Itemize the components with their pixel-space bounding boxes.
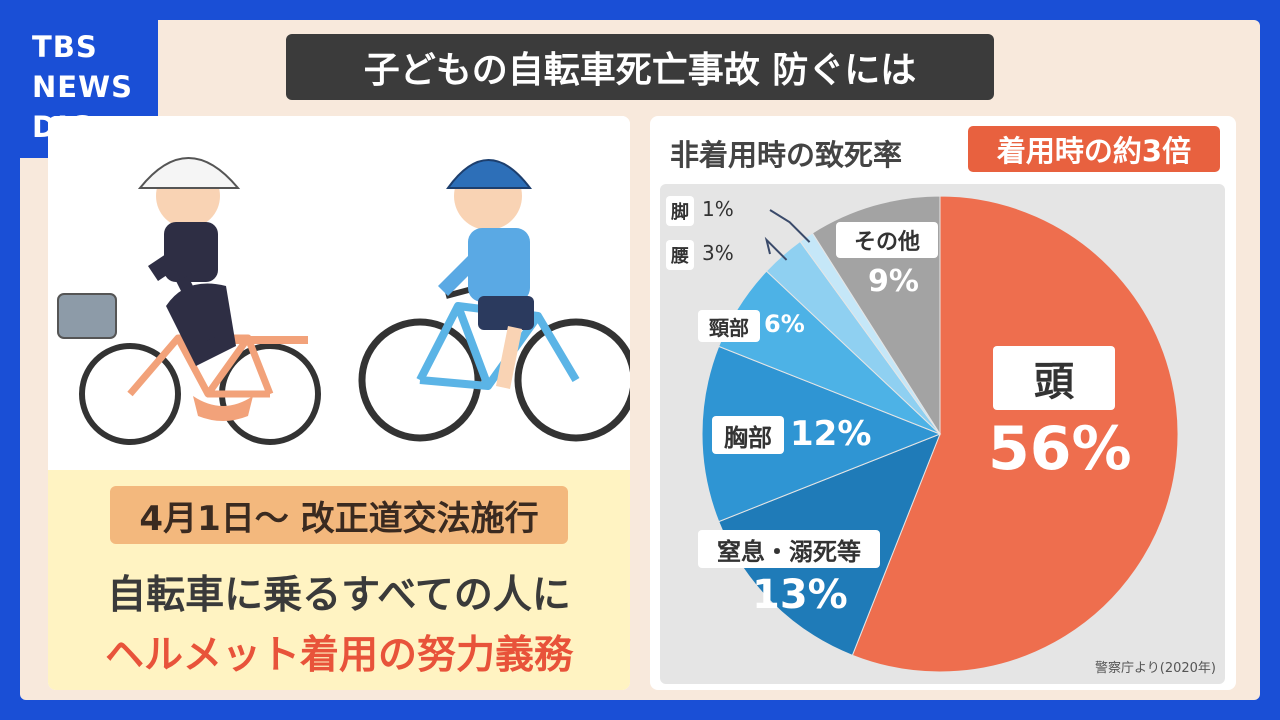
- law-message-line-1: 自転車に乗るすべての人に: [107, 573, 571, 618]
- chart-title: 非着用時の致死率: [670, 138, 903, 172]
- leader-line-4: [764, 236, 788, 261]
- boy-rider-illustration: [438, 159, 534, 389]
- pie-chart: [701, 195, 1179, 673]
- girl-rider-illustration: [137, 157, 241, 366]
- slice-value-leg: 1%: [702, 197, 734, 221]
- logo-line-1: TBS: [32, 30, 98, 64]
- slice-label-chest: 胸部: [712, 416, 784, 454]
- slice-label-head: 頭: [993, 346, 1115, 410]
- orange-bicycle-illustration: [57, 293, 321, 445]
- slice-value-suffocation: 13%: [752, 572, 848, 618]
- slice-label-leg: 脚: [666, 196, 694, 226]
- slice-value-head: 56%: [988, 414, 1132, 484]
- slice-label-waist: 腰: [666, 240, 694, 270]
- pie-slice-0: [851, 195, 1179, 673]
- slice-label-other: その他: [836, 222, 938, 258]
- page-title: 子どもの自転車死亡事故 防ぐには: [286, 34, 994, 100]
- law-message-line-2: ヘルメット着用の努力義務: [104, 633, 573, 678]
- pie-slice-2: [701, 345, 942, 523]
- slice-value-other: 9%: [868, 264, 919, 299]
- fatality-ratio-badge: 着用時の約3倍: [968, 126, 1220, 172]
- logo-line-2: NEWS: [32, 70, 133, 104]
- slice-value-waist: 3%: [702, 241, 734, 265]
- cyclist-illustration: [48, 116, 630, 470]
- source-note: 警察庁より(2020年): [1095, 661, 1216, 676]
- slice-value-neck: 6%: [764, 310, 805, 338]
- law-date-label: 4月1日〜 改正道交法施行: [110, 486, 568, 544]
- slice-label-neck: 頸部: [698, 310, 760, 342]
- leader-line-5: [769, 209, 811, 243]
- slice-label-suffocation: 窒息・溺死等: [698, 530, 880, 568]
- slice-value-chest: 12%: [790, 414, 872, 454]
- left-panel: [48, 116, 630, 690]
